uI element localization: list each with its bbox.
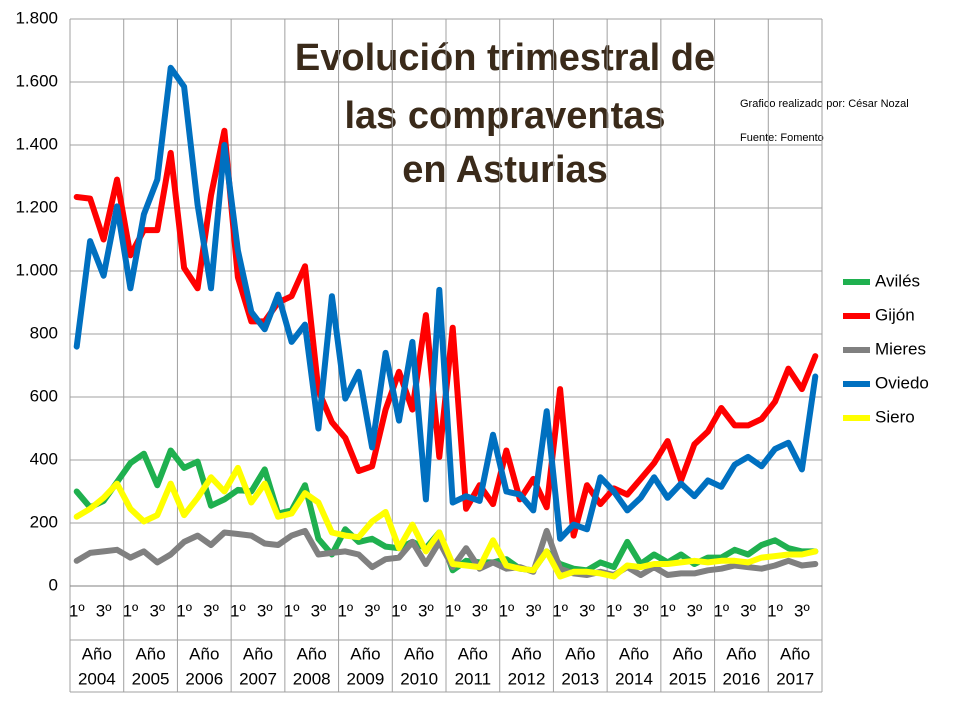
group-label: 2004	[78, 669, 116, 688]
group-label: Año	[404, 644, 434, 663]
group-label: Año	[82, 644, 112, 663]
group-label: Año	[565, 644, 595, 663]
x-tick-label: 3º	[687, 601, 703, 620]
x-tick-label: 3º	[257, 601, 273, 620]
group-label: Año	[189, 644, 219, 663]
x-tick-label: 3º	[633, 601, 649, 620]
x-tick-label: 1º	[230, 601, 246, 620]
group-label: 2017	[776, 669, 814, 688]
group-label: Año	[458, 644, 488, 663]
y-tick-label: 1.000	[15, 260, 58, 279]
y-tick-label: 800	[30, 323, 58, 342]
x-tick-label: 1º	[606, 601, 622, 620]
x-tick-label: 1º	[391, 601, 407, 620]
x-tick-label: 3º	[794, 601, 810, 620]
y-tick-label: 1.400	[15, 134, 58, 153]
group-label: Año	[780, 644, 810, 663]
x-tick-label: 1º	[767, 601, 783, 620]
x-tick-label: 3º	[364, 601, 380, 620]
chart-title: Evolución trimestral de	[295, 37, 715, 79]
group-label: Año	[619, 644, 649, 663]
group-label: Año	[673, 644, 703, 663]
x-tick-label: 3º	[418, 601, 434, 620]
chart-title: en Asturias	[402, 149, 608, 191]
x-tick-label: 1º	[713, 601, 729, 620]
y-tick-label: 0	[49, 575, 58, 594]
x-tick-label: 3º	[525, 601, 541, 620]
y-tick-label: 200	[30, 512, 58, 531]
group-label: 2006	[185, 669, 223, 688]
legend-label: Oviedo	[875, 373, 929, 392]
x-tick-label: 1º	[123, 601, 139, 620]
group-label: Año	[135, 644, 165, 663]
group-label: 2007	[239, 669, 277, 688]
group-label: 2015	[669, 669, 707, 688]
group-label: 2014	[615, 669, 653, 688]
x-tick-label: 1º	[337, 601, 353, 620]
x-tick-label: 3º	[311, 601, 327, 620]
x-tick-label: 3º	[740, 601, 756, 620]
group-label: Año	[511, 644, 541, 663]
series-line	[73, 64, 819, 542]
annotation: Grafico realizado por: César Nozal	[740, 98, 909, 110]
y-tick-label: 1.600	[15, 71, 58, 90]
group-label: 2011	[455, 669, 492, 688]
group-label: 2012	[508, 669, 546, 688]
x-tick-label: 1º	[445, 601, 461, 620]
group-label: Año	[726, 644, 756, 663]
y-tick-label: 1.200	[15, 197, 58, 216]
legend-label: Gijón	[875, 305, 915, 324]
chart-title: las compraventas	[344, 95, 665, 137]
x-tick-label: 1º	[499, 601, 515, 620]
group-label: 2013	[561, 669, 599, 688]
group-label: Año	[243, 644, 273, 663]
x-tick-label: 1º	[69, 601, 85, 620]
x-tick-label: 1º	[552, 601, 568, 620]
legend-label: Mieres	[875, 339, 926, 358]
group-label: 2009	[347, 669, 385, 688]
group-label: 2016	[723, 669, 761, 688]
legend-label: Avilés	[875, 271, 920, 290]
y-tick-label: 1.800	[15, 8, 58, 27]
x-tick-label: 3º	[96, 601, 112, 620]
x-tick-label: 3º	[472, 601, 488, 620]
group-label: 2008	[293, 669, 331, 688]
x-tick-label: 1º	[284, 601, 300, 620]
legend-label: Siero	[875, 407, 915, 426]
annotation: Fuente: Fomento	[740, 132, 824, 144]
x-tick-label: 3º	[203, 601, 219, 620]
y-tick-label: 600	[30, 386, 58, 405]
group-label: 2005	[132, 669, 170, 688]
x-tick-label: 3º	[149, 601, 165, 620]
x-tick-label: 1º	[660, 601, 676, 620]
series-line	[73, 464, 819, 580]
x-tick-label: 3º	[579, 601, 595, 620]
group-label: 2010	[400, 669, 438, 688]
group-label: Año	[297, 644, 327, 663]
y-tick-label: 400	[30, 449, 58, 468]
x-tick-label: 1º	[176, 601, 192, 620]
group-label: Año	[350, 644, 380, 663]
